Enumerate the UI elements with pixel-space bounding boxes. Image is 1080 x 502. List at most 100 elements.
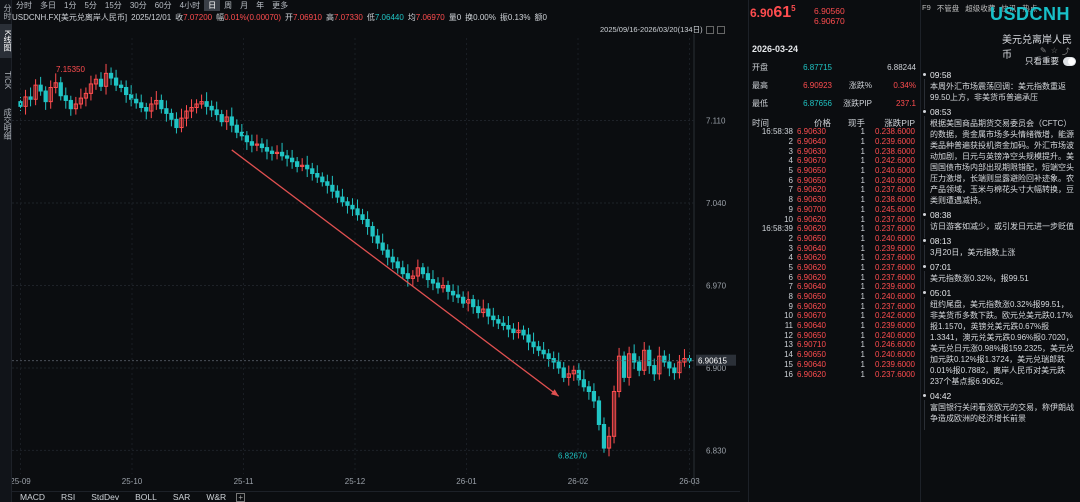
news-item[interactable]: 09:58 本周外汇市场震荡回调：美元指数重返99.50上方，非美货币普遍承压: [920, 70, 1080, 109]
candle-body: [149, 103, 154, 112]
flash-link[interactable]: 快讯: [1001, 4, 1017, 13]
range-settings-icon[interactable]: [705, 25, 714, 34]
ticks-col-time: 时间: [752, 118, 770, 128]
candle-body: [531, 341, 536, 348]
candle-body: [642, 349, 647, 371]
period-toolbar: 分时 多日 1分 5分 15分 30分 60分 4小时日周月年更多: [12, 0, 740, 11]
indicator-tab-5[interactable]: W&R: [206, 491, 227, 502]
tick-time: 6: [788, 175, 793, 185]
indicator-tab-1[interactable]: RSI: [61, 491, 76, 502]
no-remind-link[interactable]: 不管盘: [936, 4, 960, 13]
news-item[interactable]: 08:53 根据美国商品期货交易委员会（CFTC）的数据，贵金属市场多头情绪微增，…: [920, 107, 1080, 212]
period-tab-6[interactable]: 60分: [154, 1, 172, 10]
period-tab-7[interactable]: 4小时: [179, 1, 201, 10]
candle-body: [486, 308, 491, 317]
candle-body: [601, 424, 607, 449]
candle-body: [184, 110, 189, 119]
tick-volume: 1: [860, 272, 865, 282]
amp-label: 振: [499, 12, 508, 22]
tick-pip: 0.238.6000: [874, 146, 915, 156]
news-item[interactable]: 08:38 访日游客如减少，或引发日元进一步贬值: [920, 210, 1080, 238]
tick-pip: 0.239.6000: [874, 137, 915, 147]
indicator-tab-2[interactable]: StdDev: [91, 491, 120, 502]
date-range-bar[interactable]: 2025/09/16-2026/03/20(134日): [600, 24, 725, 35]
indicator-tab-3[interactable]: BOLL: [135, 491, 157, 502]
add-indicator-icon[interactable]: +: [236, 492, 246, 502]
candlestick-chart[interactable]: 7.110 7.040 6.970 6.900 6.830 25-09 25-10 25-11…: [12, 34, 740, 486]
tick-time: 5: [788, 166, 793, 176]
tick-row: 8 6.90630 1 0.238.6000: [752, 195, 916, 205]
stat-value: 6.87656: [803, 98, 832, 108]
news-item[interactable]: 08:13 3月20日，美元指数上涨: [920, 236, 1080, 264]
candle-body: [335, 190, 340, 198]
tick-volume: 1: [860, 233, 865, 243]
candle-body: [315, 173, 320, 178]
indicator-tab-0[interactable]: MACD: [20, 491, 46, 502]
candle-body: [88, 83, 94, 94]
candle-body: [169, 112, 174, 120]
candle-body: [445, 284, 451, 292]
tick-pip: 0.240.6000: [874, 166, 915, 176]
tick-price: 6.90650: [797, 330, 826, 340]
news-item[interactable]: 05:01 纽约尾盘，美元指数涨0.32%报99.51，非美货币多数下跌。欧元兑美…: [920, 288, 1080, 393]
tick-time: 10: [784, 214, 793, 224]
share-icon[interactable]: ⤴: [1061, 47, 1070, 56]
period-tab-10[interactable]: 月: [240, 1, 249, 10]
candle-body: [28, 96, 33, 100]
tick-price: 6.90640: [797, 243, 826, 253]
tick-pip: 0.239.6000: [874, 359, 915, 369]
period-tab-8[interactable]: 日: [204, 0, 221, 11]
candle-body: [300, 164, 305, 167]
period-tab-0[interactable]: 分时: [16, 1, 32, 10]
candle-body: [129, 94, 134, 100]
stat-row: 开盘 6.87715 6.88244: [752, 58, 916, 76]
candle-body: [204, 101, 209, 107]
news-item[interactable]: 07:01 美元指数涨0.32%，报99.51: [920, 262, 1080, 290]
left-tab-0[interactable]: 分时: [3, 4, 12, 20]
news-item[interactable]: 04:42 富国银行关闭看涨欧元的交易，称伊朗战争造成欧洲的经济增长前景: [920, 391, 1080, 430]
quote-stats: 开盘 6.87715 6.88244 最高 6.90923 涨跌% 0.34% 最低 6.876…: [752, 58, 916, 112]
tick-price: 6.90640: [797, 137, 826, 147]
hot-link[interactable]: 热点: [1022, 4, 1038, 13]
tick-time: 13: [784, 340, 793, 350]
period-tab-4[interactable]: 15分: [104, 1, 122, 10]
tick-volume: 1: [860, 214, 865, 224]
star-icon[interactable]: ☆: [1050, 46, 1058, 55]
period-tab-5[interactable]: 30分: [129, 1, 147, 10]
news-list[interactable]: 09:58 本周外汇市场震荡回调：美元指数重返99.50上方，非美货币普遍承压 08…: [920, 70, 1080, 430]
period-tab-9[interactable]: 周: [224, 1, 233, 10]
ticks-list[interactable]: 16:58:38 6.90630 1 0.238.6000 2 6.90640 1 0.239…: [752, 127, 916, 379]
tick-price: 6.90630: [797, 146, 826, 156]
super-collect-link[interactable]: 超级收藏: [965, 4, 996, 13]
last-price: 6.90615: [750, 4, 796, 22]
candle-body: [652, 365, 657, 375]
candle-body: [38, 84, 43, 92]
period-tab-1[interactable]: 多日: [40, 1, 56, 10]
important-only-toggle[interactable]: [1063, 56, 1076, 66]
candle-body: [83, 92, 89, 99]
avg-label: 均: [407, 12, 416, 22]
tick-price: 6.90620: [797, 253, 826, 263]
left-tab-1[interactable]: K线图: [0, 24, 12, 58]
stat-label2: 涨跌%: [848, 80, 872, 90]
candle-body: [677, 361, 682, 374]
tick-pip: 0.238.6000: [874, 127, 915, 137]
edit-icon[interactable]: ✎: [1040, 46, 1047, 55]
period-tab-2[interactable]: 1分: [64, 1, 77, 10]
period-tab-3[interactable]: 5分: [84, 1, 97, 10]
indicator-tab-4[interactable]: SAR: [172, 491, 191, 502]
left-tab-2[interactable]: TICK: [3, 70, 12, 90]
left-tab-3[interactable]: 成交明细: [3, 108, 12, 140]
candle-body: [118, 84, 124, 88]
candle-body: [264, 147, 270, 152]
tick-time: 2: [788, 137, 793, 147]
period-tab-11[interactable]: 年: [256, 1, 265, 10]
candle-body: [390, 256, 395, 263]
candle-body: [154, 99, 159, 105]
tick-time: 8: [788, 292, 793, 302]
range-expand-icon[interactable]: [716, 25, 725, 34]
tick-row: 6 6.90650 1 0.240.6000: [752, 175, 916, 185]
period-tab-12[interactable]: 更多: [272, 1, 289, 10]
f9-link[interactable]: F9: [922, 3, 931, 12]
tick-price: 6.90620: [797, 272, 826, 282]
